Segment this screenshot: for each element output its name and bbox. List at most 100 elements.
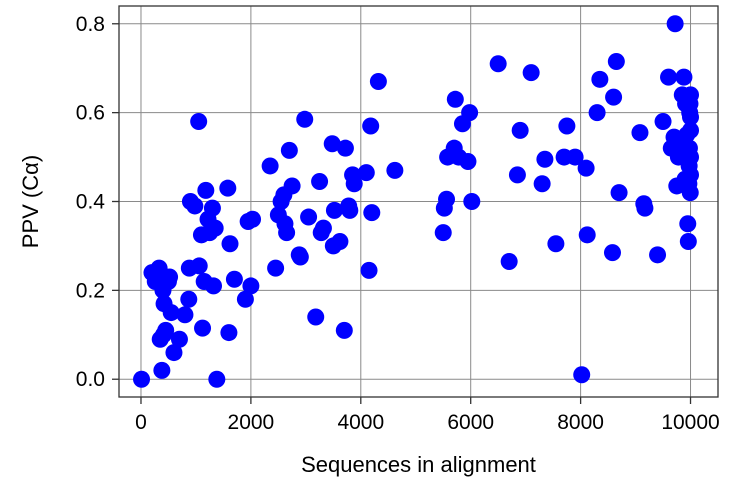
data-point [679,232,697,250]
x-axis-label: Sequences in alignment [301,452,536,477]
data-point [244,210,262,228]
data-point [522,64,540,82]
data-point [636,199,654,217]
data-point [161,268,179,286]
data-point [363,204,381,222]
data-point [607,53,625,71]
data-point [489,55,507,73]
data-point [221,235,239,253]
data-point [682,108,700,126]
data-point [170,330,188,348]
data-point [360,261,378,279]
data-point [153,361,171,379]
y-tick-label: 0.6 [76,102,105,125]
data-point [190,257,208,275]
data-point [203,199,221,217]
data-point [225,270,243,288]
data-point [610,184,628,202]
data-point [459,153,477,171]
data-point [323,135,341,153]
data-point [341,201,359,219]
x-tick-label: 6000 [447,411,494,434]
data-point [336,139,354,157]
y-tick-label: 0.0 [76,368,105,391]
data-point [194,319,212,337]
data-point [536,150,554,168]
data-point [219,179,237,197]
data-point [261,157,279,175]
data-point [242,277,260,295]
data-point [291,248,309,266]
y-tick-label: 0.2 [76,279,105,302]
data-point [666,15,684,33]
y-tick-label: 0.4 [76,191,106,214]
data-point [578,226,596,244]
data-point [176,306,194,324]
data-point [461,104,479,122]
data-point [603,244,621,262]
data-point [162,304,180,322]
data-point [186,197,204,215]
data-point [654,113,672,131]
x-tick-label: 0 [135,411,147,434]
data-point [660,68,678,86]
data-point [681,184,699,202]
data-point [345,175,363,193]
data-point [605,88,623,106]
data-point [649,246,667,264]
data-points [133,15,700,388]
data-point [190,113,208,131]
y-axis-ticks: 0.0 0.2 0.4 0.6 0.8 [76,13,119,391]
x-tick-label: 2000 [228,411,275,434]
data-point [325,201,343,219]
y-tick-label: 0.8 [76,13,105,36]
data-point [311,173,329,191]
data-point [362,117,380,135]
data-point [511,121,529,139]
data-point [296,110,314,128]
data-point [500,252,518,270]
x-tick-label: 4000 [337,411,384,434]
data-point [533,175,551,193]
data-point [300,208,318,226]
data-point [682,166,700,184]
x-axis-ticks: 0 2000 4000 6000 8000 10000 [135,397,720,434]
data-point [631,124,649,142]
data-point [682,86,700,104]
data-point [197,181,215,199]
data-point [682,148,700,166]
data-point [280,141,298,159]
data-point [331,232,349,250]
data-point [558,117,576,135]
data-point [566,148,584,166]
data-point [438,190,456,208]
data-point [446,90,464,108]
data-point [434,224,452,242]
data-point [180,290,198,308]
data-point [588,104,606,122]
x-tick-label: 8000 [557,411,604,434]
data-point [283,177,301,195]
data-point [220,324,238,342]
data-point [278,224,296,242]
data-point [206,219,224,237]
data-point [591,70,609,88]
data-point [675,68,693,86]
data-point [208,370,226,388]
data-point [165,344,183,362]
data-point [205,277,223,295]
y-axis-label: PPV (Cα) [18,155,43,248]
data-point [679,215,697,233]
data-point [357,164,375,182]
data-point [386,161,404,179]
data-point [577,159,595,177]
x-tick-label: 10000 [661,411,719,434]
data-point [307,308,325,326]
data-point [547,235,565,253]
data-point [369,73,387,91]
data-point [682,121,700,139]
data-point [463,193,481,210]
data-point [236,290,254,308]
